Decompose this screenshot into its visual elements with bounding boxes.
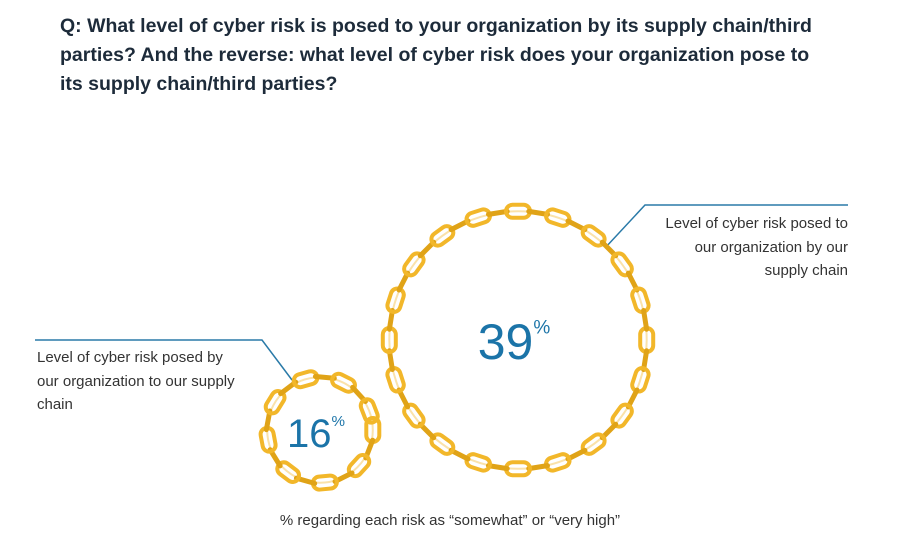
category-label: Level of cyber risk posed by our organiz… (37, 349, 235, 413)
chain (258, 369, 382, 492)
leader-line (604, 204, 848, 249)
value-label: 39% (478, 314, 551, 370)
chain-link (358, 397, 380, 425)
chain-link (350, 384, 368, 404)
chain-link (641, 348, 650, 373)
chain-link (485, 208, 510, 217)
value-unit: % (533, 318, 550, 339)
chain (380, 202, 656, 478)
bubble (388, 210, 648, 470)
value-number: 16 (287, 412, 332, 456)
chain-link (485, 463, 510, 472)
chain-link (526, 463, 551, 472)
value-label: 16% (287, 412, 345, 456)
category-label: Level of cyber risk posed to our organiz… (665, 215, 848, 279)
footnote: % regarding each risk as “somewhat” or “… (279, 512, 621, 529)
chain-link (386, 307, 395, 332)
chain-link (386, 348, 395, 373)
value-unit: % (331, 413, 345, 430)
leader-line (35, 339, 293, 381)
chart-title: Q: What level of cyber risk is posed to … (60, 15, 812, 95)
value-number: 39 (478, 314, 534, 370)
chain-link (641, 307, 650, 332)
chain-link (526, 208, 551, 217)
